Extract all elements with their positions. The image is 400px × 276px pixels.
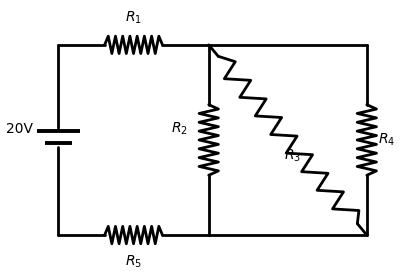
Text: 20V: 20V	[6, 122, 33, 136]
Text: $R_2$: $R_2$	[171, 121, 188, 137]
Text: $R_1$: $R_1$	[125, 9, 142, 26]
Text: $R_4$: $R_4$	[378, 132, 396, 148]
Text: $R_3$: $R_3$	[284, 148, 301, 164]
Text: $R_5$: $R_5$	[125, 254, 142, 270]
